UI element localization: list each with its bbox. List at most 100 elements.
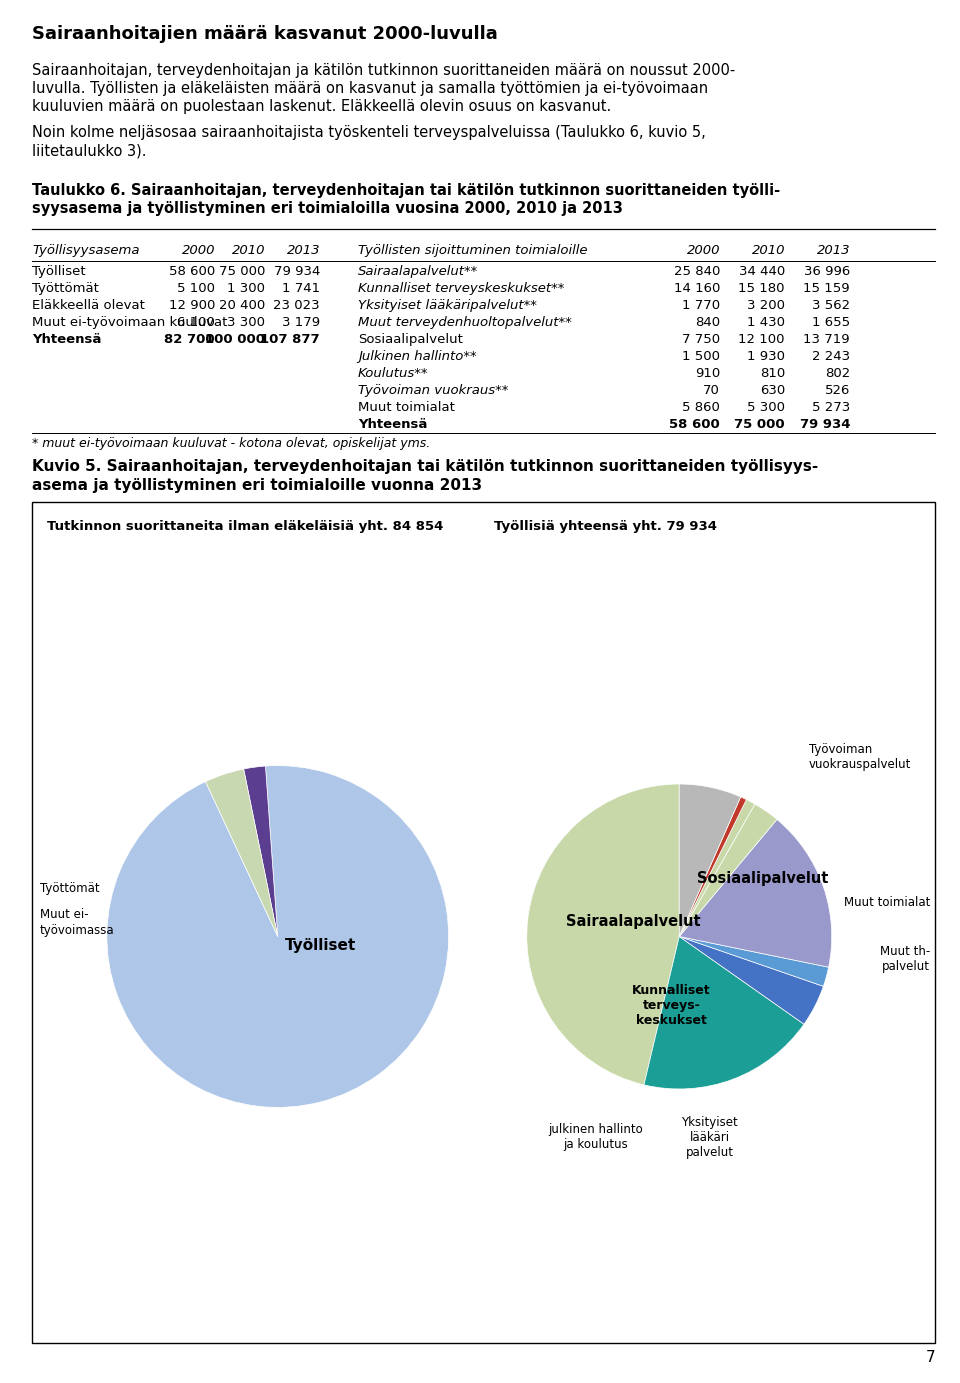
Text: julkinen hallinto
ja koulutus: julkinen hallinto ja koulutus xyxy=(548,1123,643,1151)
Text: Työlliset: Työlliset xyxy=(285,938,356,953)
Text: liitetaulukko 3).: liitetaulukko 3). xyxy=(32,142,147,158)
Text: Taulukko 6. Sairaanhoitajan, terveydenhoitajan tai kätilön tutkinnon suorittanei: Taulukko 6. Sairaanhoitajan, terveydenho… xyxy=(32,183,780,198)
Text: 3 562: 3 562 xyxy=(812,299,850,313)
Text: Kuvio 5. Sairaanhoitajan, terveydenhoitajan tai kätilön tutkinnon suorittaneiden: Kuvio 5. Sairaanhoitajan, terveydenhoita… xyxy=(32,459,818,474)
Text: kuuluvien määrä on puolestaan laskenut. Eläkkeellä olevin osuus on kasvanut.: kuuluvien määrä on puolestaan laskenut. … xyxy=(32,100,612,113)
Text: 3 200: 3 200 xyxy=(747,299,785,313)
Text: Työvoiman
vuokrauspalvelut: Työvoiman vuokrauspalvelut xyxy=(809,743,911,770)
Text: Sosiaalipalvelut: Sosiaalipalvelut xyxy=(697,871,828,887)
Bar xyxy=(32,502,935,1343)
Text: Muut th-
palvelut: Muut th- palvelut xyxy=(879,946,930,974)
Text: 107 877: 107 877 xyxy=(260,333,320,346)
Text: 79 934: 79 934 xyxy=(274,266,320,278)
Text: 23 023: 23 023 xyxy=(274,299,320,313)
Text: 2000: 2000 xyxy=(686,243,720,257)
Wedge shape xyxy=(680,797,746,936)
Text: 5 273: 5 273 xyxy=(812,401,850,414)
Text: Tutkinnon suorittaneita ilman eläkeläisiä yht. 84 854: Tutkinnon suorittaneita ilman eläkeläisi… xyxy=(47,520,444,532)
Text: 2013: 2013 xyxy=(817,243,850,257)
Text: 100 000: 100 000 xyxy=(205,333,265,346)
Wedge shape xyxy=(680,784,741,936)
Wedge shape xyxy=(680,819,831,967)
Text: Työttömät: Työttömät xyxy=(40,882,100,895)
Text: 58 600: 58 600 xyxy=(169,266,215,278)
Text: 5 100: 5 100 xyxy=(177,282,215,295)
Wedge shape xyxy=(680,936,824,1025)
Text: 34 440: 34 440 xyxy=(739,266,785,278)
Text: 2013: 2013 xyxy=(286,243,320,257)
Text: 1 741: 1 741 xyxy=(282,282,320,295)
Text: 910: 910 xyxy=(695,366,720,380)
Text: Koulutus**: Koulutus** xyxy=(358,366,428,380)
Text: 1 500: 1 500 xyxy=(682,350,720,362)
Text: 58 600: 58 600 xyxy=(669,418,720,431)
Text: 20 400: 20 400 xyxy=(219,299,265,313)
Text: 15 180: 15 180 xyxy=(738,282,785,295)
Text: Yksityiset
lääkäri
palvelut: Yksityiset lääkäri palvelut xyxy=(682,1116,738,1159)
Text: 15 159: 15 159 xyxy=(804,282,850,295)
Text: 12 100: 12 100 xyxy=(738,333,785,346)
Text: 810: 810 xyxy=(759,366,785,380)
Text: Muut ei-
työvoimassa: Muut ei- työvoimassa xyxy=(40,909,114,938)
Text: 1 770: 1 770 xyxy=(682,299,720,313)
Text: Yhteensä: Yhteensä xyxy=(358,418,427,431)
Text: 7 750: 7 750 xyxy=(682,333,720,346)
Text: 5 300: 5 300 xyxy=(747,401,785,414)
Text: asema ja työllistyminen eri toimialoille vuonna 2013: asema ja työllistyminen eri toimialoille… xyxy=(32,479,482,492)
Text: Sosiaalipalvelut: Sosiaalipalvelut xyxy=(358,333,463,346)
Text: 1 655: 1 655 xyxy=(812,315,850,329)
Text: 79 934: 79 934 xyxy=(800,418,850,431)
Text: Noin kolme neljäsosaa sairaanhoitajista työskenteli terveyspalveluissa (Taulukko: Noin kolme neljäsosaa sairaanhoitajista … xyxy=(32,124,706,140)
Wedge shape xyxy=(680,799,755,936)
Text: 5 860: 5 860 xyxy=(683,401,720,414)
Text: Sairaalapalvelut**: Sairaalapalvelut** xyxy=(358,266,478,278)
Text: Kunnalliset terveyskeskukset**: Kunnalliset terveyskeskukset** xyxy=(358,282,564,295)
Text: 840: 840 xyxy=(695,315,720,329)
Text: 2 243: 2 243 xyxy=(812,350,850,362)
Text: 13 719: 13 719 xyxy=(804,333,850,346)
Text: Työlliset: Työlliset xyxy=(32,266,85,278)
Text: Yhteensä: Yhteensä xyxy=(32,333,102,346)
Text: 82 700: 82 700 xyxy=(164,333,215,346)
Wedge shape xyxy=(644,936,804,1088)
Text: 2010: 2010 xyxy=(231,243,265,257)
Text: luvulla. Työllisten ja eläkeläisten määrä on kasvanut ja samalla työttömien ja e: luvulla. Työllisten ja eläkeläisten määr… xyxy=(32,82,708,95)
Text: 3 179: 3 179 xyxy=(282,315,320,329)
Text: 802: 802 xyxy=(825,366,850,380)
Text: Eläkkeellä olevat: Eläkkeellä olevat xyxy=(32,299,145,313)
Text: 12 900: 12 900 xyxy=(169,299,215,313)
Wedge shape xyxy=(527,784,680,1084)
Text: 526: 526 xyxy=(825,384,850,397)
Text: Yksityiset lääkäripalvelut**: Yksityiset lääkäripalvelut** xyxy=(358,299,537,313)
Text: 1 930: 1 930 xyxy=(747,350,785,362)
Text: syysasema ja työllistyminen eri toimialoilla vuosina 2000, 2010 ja 2013: syysasema ja työllistyminen eri toimialo… xyxy=(32,201,623,216)
Text: 1 300: 1 300 xyxy=(227,282,265,295)
Text: 14 160: 14 160 xyxy=(674,282,720,295)
Wedge shape xyxy=(205,769,277,936)
Text: Sairaalapalvelut: Sairaalapalvelut xyxy=(566,914,701,929)
Text: Muut ei-työvoimaan kuuluvat: Muut ei-työvoimaan kuuluvat xyxy=(32,315,228,329)
Text: Työllisyysasema: Työllisyysasema xyxy=(32,243,139,257)
Text: 630: 630 xyxy=(759,384,785,397)
Wedge shape xyxy=(680,804,777,936)
Text: * muut ei-työvoimaan kuuluvat - kotona olevat, opiskelijat yms.: * muut ei-työvoimaan kuuluvat - kotona o… xyxy=(32,437,430,449)
Wedge shape xyxy=(680,936,828,986)
Text: 6 100: 6 100 xyxy=(178,315,215,329)
Text: 1 430: 1 430 xyxy=(747,315,785,329)
Text: Työttömät: Työttömät xyxy=(32,282,99,295)
Text: Työllisiä yhteensä yht. 79 934: Työllisiä yhteensä yht. 79 934 xyxy=(493,520,716,532)
Wedge shape xyxy=(244,766,277,936)
Text: Muut toimialat: Muut toimialat xyxy=(844,896,930,910)
Text: 75 000: 75 000 xyxy=(734,418,785,431)
Text: 75 000: 75 000 xyxy=(219,266,265,278)
Text: Kunnalliset
terveys-
keskukset: Kunnalliset terveys- keskukset xyxy=(633,983,711,1026)
Text: Sairaanhoitajan, terveydenhoitajan ja kätilön tutkinnon suorittaneiden määrä on : Sairaanhoitajan, terveydenhoitajan ja kä… xyxy=(32,64,735,77)
Text: Muut toimialat: Muut toimialat xyxy=(358,401,455,414)
Text: Muut terveydenhuoltopalvelut**: Muut terveydenhuoltopalvelut** xyxy=(358,315,572,329)
Text: 2000: 2000 xyxy=(181,243,215,257)
Wedge shape xyxy=(107,766,448,1108)
Text: 7: 7 xyxy=(925,1350,935,1365)
Text: 36 996: 36 996 xyxy=(804,266,850,278)
Text: 25 840: 25 840 xyxy=(674,266,720,278)
Text: Julkinen hallinto**: Julkinen hallinto** xyxy=(358,350,476,362)
